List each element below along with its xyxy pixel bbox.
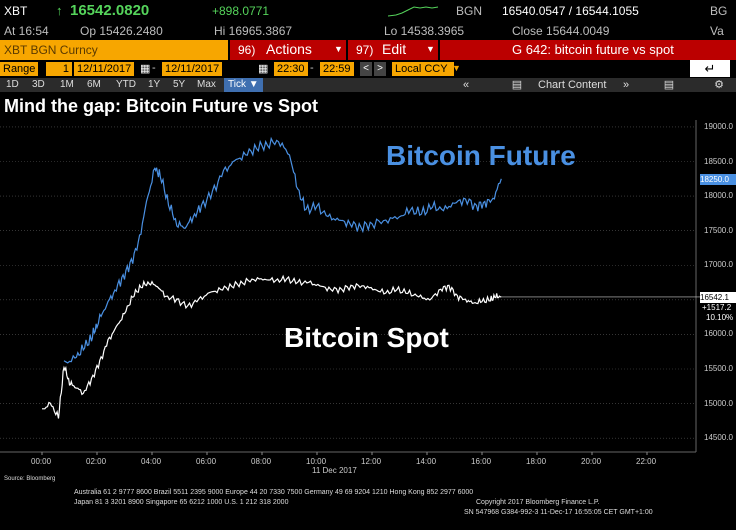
- calendar-icon[interactable]: ▦: [258, 63, 269, 75]
- edit-label: Edit: [382, 41, 407, 57]
- x-tick-label: 16:00: [471, 457, 492, 466]
- end-date-field[interactable]: 12/11/2017: [162, 62, 223, 76]
- sparkline-icon: [388, 6, 439, 17]
- back-arrow-icon[interactable]: ↵: [690, 60, 730, 77]
- tab-6m[interactable]: 6M: [87, 79, 101, 90]
- chevron-down-icon: ▼: [426, 44, 435, 54]
- chart-content-button[interactable]: Chart Content: [538, 79, 607, 91]
- chart-title: Mind the gap: Bitcoin Future vs Spot: [4, 96, 318, 116]
- x-tick-label: 14:00: [416, 457, 437, 466]
- tab-1m[interactable]: 1M: [60, 79, 74, 90]
- actions-menu[interactable]: 96) Actions ▼: [230, 40, 346, 60]
- edit-menu[interactable]: 97) Edit ▼: [348, 40, 438, 60]
- x-tick-label: 22:00: [636, 457, 657, 466]
- bid-ask: 16540.0547 / 16544.1055: [502, 4, 639, 18]
- range-num[interactable]: 1: [46, 62, 72, 76]
- open-label: Op 15426.2480: [80, 24, 163, 38]
- spot-change-label: +1517.2: [702, 303, 732, 312]
- spot-annotation: Bitcoin Spot: [284, 322, 449, 353]
- low-label: Lo 14538.3965: [384, 24, 465, 38]
- chevron-down-icon: ▼: [452, 63, 461, 73]
- quote-bar: XBT ↑ 16542.0820 +898.0771 BGN 16540.054…: [0, 0, 736, 22]
- tab-ytd[interactable]: YTD: [116, 79, 136, 90]
- spot-pct-label: 10.10%: [706, 313, 734, 322]
- gear-icon[interactable]: ⚙: [714, 79, 724, 91]
- security-field[interactable]: XBT BGN Curncy: [0, 40, 228, 60]
- calendar-icon[interactable]: ▦: [140, 63, 151, 75]
- y-tick-label: 14500.0: [704, 433, 733, 443]
- security-label: XBT BGN Curncy: [4, 43, 98, 57]
- tick-select[interactable]: Tick ▼: [224, 78, 263, 92]
- start-date-field[interactable]: 12/11/2017: [74, 62, 135, 76]
- chevron-left-icon[interactable]: <: [360, 62, 372, 76]
- g-label: G 642: bitcoin future vs spot: [512, 42, 674, 57]
- double-right-icon[interactable]: »: [622, 79, 630, 91]
- chevron-down-icon: ▼: [334, 44, 343, 54]
- edit-num: 97): [356, 43, 374, 57]
- footer-line2: Japan 81 3 3201 8900 Singapore 65 6212 1…: [74, 499, 289, 506]
- x-tick-label: 12:00: [361, 457, 382, 466]
- tab-3d[interactable]: 3D: [32, 79, 45, 90]
- last-price: 16542.0820: [70, 2, 150, 19]
- time-label: At 16:54: [4, 24, 49, 38]
- double-left-icon[interactable]: «: [462, 79, 470, 91]
- source2-label: BG: [710, 4, 728, 18]
- x-tick-label: 04:00: [141, 457, 162, 466]
- x-tick-label: 10:00: [306, 457, 327, 466]
- y-tick-label: 17000.0: [704, 260, 733, 270]
- up-arrow-icon: ↑: [56, 3, 63, 18]
- currency-select[interactable]: Local CCY: [392, 62, 454, 76]
- x-tick-label: 00:00: [31, 457, 52, 466]
- toolbar: XBT BGN Curncy 96) Actions ▼ 97) Edit ▼ …: [0, 40, 736, 60]
- x-date-label: 11 Dec 2017: [312, 466, 357, 475]
- end-time-field[interactable]: 22:59: [320, 62, 354, 76]
- tab-max[interactable]: Max: [197, 79, 216, 90]
- future-series-line: [63, 136, 502, 364]
- source-note: Source: Bloomberg: [4, 476, 56, 482]
- tab-1d[interactable]: 1D: [6, 79, 19, 90]
- footer-line4: SN 547968 G384-992-3 11-Dec-17 16:55:05 …: [464, 509, 653, 516]
- source-label: BGN: [456, 4, 483, 18]
- tab-5y[interactable]: 5Y: [173, 79, 186, 90]
- range-bar: Range 1 12/11/2017 ▦ - 12/11/2017 ▦ 22:3…: [0, 60, 736, 78]
- high-label: Hi 16965.3867: [214, 24, 293, 38]
- stats-bar: At 16:54 Op 15426.2480 Hi 16965.3867 Lo …: [0, 22, 736, 40]
- future-annotation: Bitcoin Future: [386, 140, 576, 171]
- footer-line1: Australia 61 2 9777 8600 Brazil 5511 239…: [74, 489, 474, 496]
- y-tick-label: 18500.0: [704, 156, 733, 166]
- tick-label: Tick: [228, 79, 246, 90]
- chart-settings-icon[interactable]: ▤: [663, 79, 675, 91]
- y-tick-label: 19000.0: [704, 121, 733, 131]
- chart-icon[interactable]: ▤: [511, 79, 523, 91]
- actions-label: Actions: [266, 41, 312, 57]
- y-tick-label: 18000.0: [704, 191, 733, 201]
- spot-series-line: [42, 274, 502, 419]
- x-tick-label: 02:00: [86, 457, 107, 466]
- chevron-right-icon[interactable]: >: [374, 62, 386, 76]
- start-time-field[interactable]: 22:30: [274, 62, 308, 76]
- x-tick-label: 06:00: [196, 457, 217, 466]
- chart-title-bar: G 642: bitcoin future vs spot: [440, 40, 736, 60]
- spot-last-label: 16542.1: [700, 292, 736, 303]
- y-tick-label: 17500.0: [704, 225, 733, 235]
- tab-1y[interactable]: 1Y: [148, 79, 161, 90]
- tab-bar: 1D 3D 1M 6M YTD 1Y 5Y Max Tick ▼ « ▤ Cha…: [0, 78, 736, 92]
- x-tick-label: 08:00: [251, 457, 272, 466]
- future-last-label: 18250.0: [700, 174, 736, 185]
- x-tick-label: 18:00: [526, 457, 547, 466]
- actions-num: 96): [238, 43, 256, 57]
- footer-line3: Copyright 2017 Bloomberg Finance L.P.: [476, 499, 600, 506]
- y-tick-label: 15000.0: [704, 398, 733, 408]
- close-label: Close 15644.0049: [512, 24, 610, 38]
- y-tick-label: 16000.0: [704, 329, 733, 339]
- range-label: Range: [0, 62, 39, 76]
- va-label: Va: [710, 24, 724, 38]
- y-tick-label: 15500.0: [704, 364, 733, 373]
- ticker-label: XBT: [4, 4, 28, 18]
- price-change: +898.0771: [212, 4, 270, 18]
- x-tick-label: 20:00: [581, 457, 602, 466]
